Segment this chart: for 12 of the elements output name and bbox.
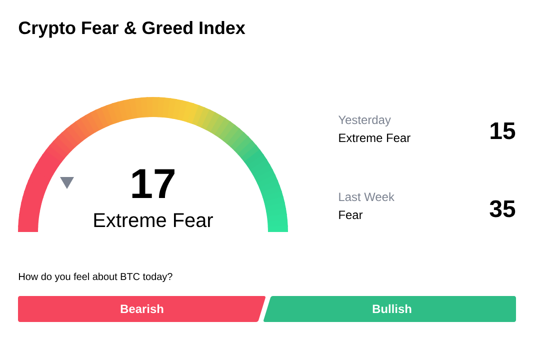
data-label: 15 — [490, 122, 516, 140]
text: Bullish — [372, 304, 412, 314]
data-label: 17 — [132, 169, 174, 198]
text: Bearish — [120, 304, 164, 314]
text: Extreme Fear — [94, 213, 213, 228]
text: How do you feel about BTC today? — [19, 272, 172, 282]
text: Last Week — [339, 192, 394, 202]
text: Crypto Fear & Greed Index — [18, 20, 246, 38]
data-label: 35 — [490, 200, 516, 218]
text: Yesterday — [338, 115, 391, 126]
text: Extreme Fear — [339, 134, 410, 142]
text: Fear — [339, 210, 363, 220]
